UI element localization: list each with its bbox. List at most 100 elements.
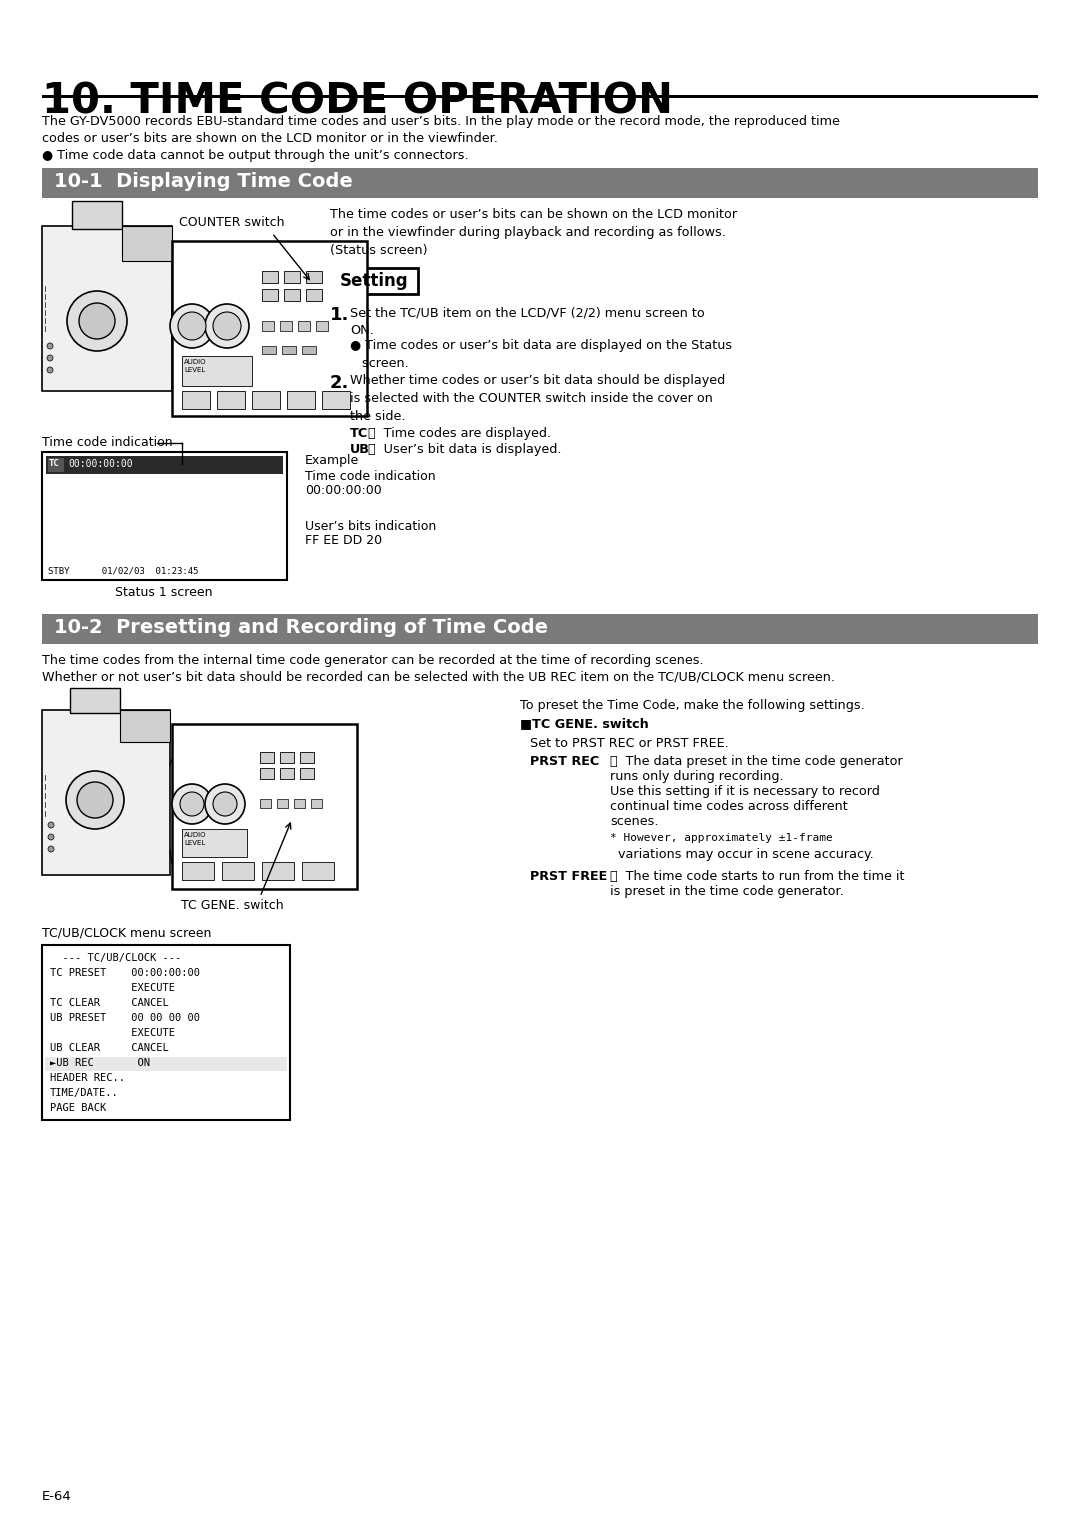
- Circle shape: [67, 290, 127, 351]
- Bar: [262, 862, 294, 880]
- Bar: [284, 270, 300, 283]
- Text: 10-2  Presetting and Recording of Time Code: 10-2 Presetting and Recording of Time Co…: [54, 617, 548, 637]
- Bar: [183, 356, 252, 387]
- Bar: [172, 724, 357, 889]
- Text: UB CLEAR     CANCEL: UB CLEAR CANCEL: [50, 1044, 168, 1053]
- Text: --- TC/UB/CLOCK ---: --- TC/UB/CLOCK ---: [50, 953, 181, 963]
- Text: TC: TC: [49, 458, 59, 468]
- Bar: [48, 458, 64, 472]
- Text: Status 1 screen: Status 1 screen: [116, 587, 213, 599]
- Bar: [42, 452, 287, 581]
- Text: EXECUTE: EXECUTE: [50, 983, 175, 993]
- Bar: [42, 168, 1038, 199]
- Bar: [276, 799, 288, 808]
- Text: Set to PRST REC or PRST FREE.: Set to PRST REC or PRST FREE.: [530, 736, 729, 750]
- Text: STBY      01/02/03  01:23:45: STBY 01/02/03 01:23:45: [48, 567, 199, 576]
- Circle shape: [205, 304, 249, 348]
- Bar: [262, 270, 278, 283]
- Text: AUDIO
LEVEL: AUDIO LEVEL: [184, 833, 206, 847]
- Bar: [282, 345, 296, 354]
- Text: scenes.: scenes.: [610, 814, 659, 828]
- Text: COUNTER switch: COUNTER switch: [179, 215, 285, 229]
- Bar: [42, 226, 172, 391]
- Text: ● Time code data cannot be output through the unit’s connectors.: ● Time code data cannot be output throug…: [42, 150, 469, 162]
- Circle shape: [48, 354, 53, 361]
- Bar: [330, 267, 418, 293]
- Text: Time code indication: Time code indication: [305, 471, 435, 483]
- Text: Whether or not user’s bit data should be recorded can be selected with the UB RE: Whether or not user’s bit data should be…: [42, 669, 835, 683]
- Text: Example: Example: [305, 454, 360, 468]
- Bar: [260, 752, 274, 762]
- Circle shape: [170, 304, 214, 348]
- Text: 00:00:00:00: 00:00:00:00: [305, 484, 381, 497]
- Circle shape: [180, 792, 204, 816]
- Bar: [252, 391, 280, 410]
- Text: ■TC GENE. switch: ■TC GENE. switch: [519, 717, 649, 730]
- Text: UB: UB: [350, 443, 369, 455]
- Text: TC/UB/CLOCK menu screen: TC/UB/CLOCK menu screen: [42, 927, 212, 940]
- Text: Use this setting if it is necessary to record: Use this setting if it is necessary to r…: [610, 785, 880, 798]
- Bar: [294, 799, 305, 808]
- Text: AUDIO
LEVEL: AUDIO LEVEL: [184, 359, 206, 373]
- Bar: [311, 799, 322, 808]
- Text: Time code indication: Time code indication: [42, 435, 173, 449]
- Text: 00:00:00:00: 00:00:00:00: [68, 458, 133, 469]
- Circle shape: [48, 822, 54, 828]
- Text: HEADER REC..: HEADER REC..: [50, 1073, 125, 1083]
- Bar: [284, 289, 300, 301]
- Bar: [280, 769, 294, 779]
- Bar: [262, 289, 278, 301]
- Bar: [42, 95, 1038, 98]
- Bar: [120, 711, 170, 743]
- Circle shape: [178, 312, 206, 341]
- Bar: [302, 862, 334, 880]
- Text: continual time codes across different: continual time codes across different: [610, 801, 848, 813]
- Text: TC PRESET    00:00:00:00: TC PRESET 00:00:00:00: [50, 969, 200, 978]
- Bar: [322, 391, 350, 410]
- Bar: [302, 345, 316, 354]
- Bar: [260, 769, 274, 779]
- Text: ：  The time code starts to run from the time it: ： The time code starts to run from the t…: [610, 869, 905, 883]
- Bar: [280, 752, 294, 762]
- Text: TC: TC: [350, 426, 368, 440]
- Bar: [46, 455, 283, 474]
- Text: TIME/DATE..: TIME/DATE..: [50, 1088, 119, 1099]
- Bar: [306, 270, 322, 283]
- Bar: [45, 1057, 287, 1071]
- Bar: [300, 769, 314, 779]
- Bar: [222, 862, 254, 880]
- Circle shape: [172, 784, 212, 824]
- Text: 2.: 2.: [330, 374, 349, 393]
- Text: 10. TIME CODE OPERATION: 10. TIME CODE OPERATION: [42, 79, 673, 122]
- Text: UB PRESET    00 00 00 00: UB PRESET 00 00 00 00: [50, 1013, 200, 1024]
- Circle shape: [213, 312, 241, 341]
- Bar: [122, 226, 172, 261]
- Text: TC GENE. switch: TC GENE. switch: [180, 898, 283, 912]
- Bar: [217, 391, 245, 410]
- Text: EXECUTE: EXECUTE: [50, 1028, 175, 1038]
- Bar: [42, 944, 291, 1120]
- Circle shape: [48, 342, 53, 348]
- Text: The time codes or user’s bits can be shown on the LCD monitor
or in the viewfind: The time codes or user’s bits can be sho…: [330, 208, 738, 257]
- Text: ：  User’s bit data is displayed.: ： User’s bit data is displayed.: [368, 443, 562, 455]
- Text: 10-1  Displaying Time Code: 10-1 Displaying Time Code: [54, 173, 353, 191]
- Text: runs only during recording.: runs only during recording.: [610, 770, 784, 782]
- Bar: [262, 345, 276, 354]
- Bar: [298, 321, 310, 332]
- Text: PAGE BACK: PAGE BACK: [50, 1103, 106, 1112]
- Text: variations may occur in scene accuracy.: variations may occur in scene accuracy.: [610, 848, 874, 860]
- Text: ►UB REC       ON: ►UB REC ON: [50, 1057, 150, 1068]
- Bar: [306, 289, 322, 301]
- Text: is preset in the time code generator.: is preset in the time code generator.: [610, 885, 843, 898]
- Text: TC CLEAR     CANCEL: TC CLEAR CANCEL: [50, 998, 168, 1008]
- Bar: [287, 391, 315, 410]
- Text: Set the TC/UB item on the LCD/VF (2/2) menu screen to
ON.: Set the TC/UB item on the LCD/VF (2/2) m…: [350, 306, 705, 338]
- Bar: [183, 830, 247, 857]
- Circle shape: [213, 792, 237, 816]
- Bar: [72, 202, 122, 229]
- Text: ：  The data preset in the time code generator: ： The data preset in the time code gener…: [610, 755, 903, 769]
- Text: To preset the Time Code, make the following settings.: To preset the Time Code, make the follow…: [519, 698, 865, 712]
- Circle shape: [79, 303, 114, 339]
- Text: Whether time codes or user’s bit data should be displayed
is selected with the C: Whether time codes or user’s bit data sh…: [350, 374, 726, 423]
- Text: 1.: 1.: [330, 306, 349, 324]
